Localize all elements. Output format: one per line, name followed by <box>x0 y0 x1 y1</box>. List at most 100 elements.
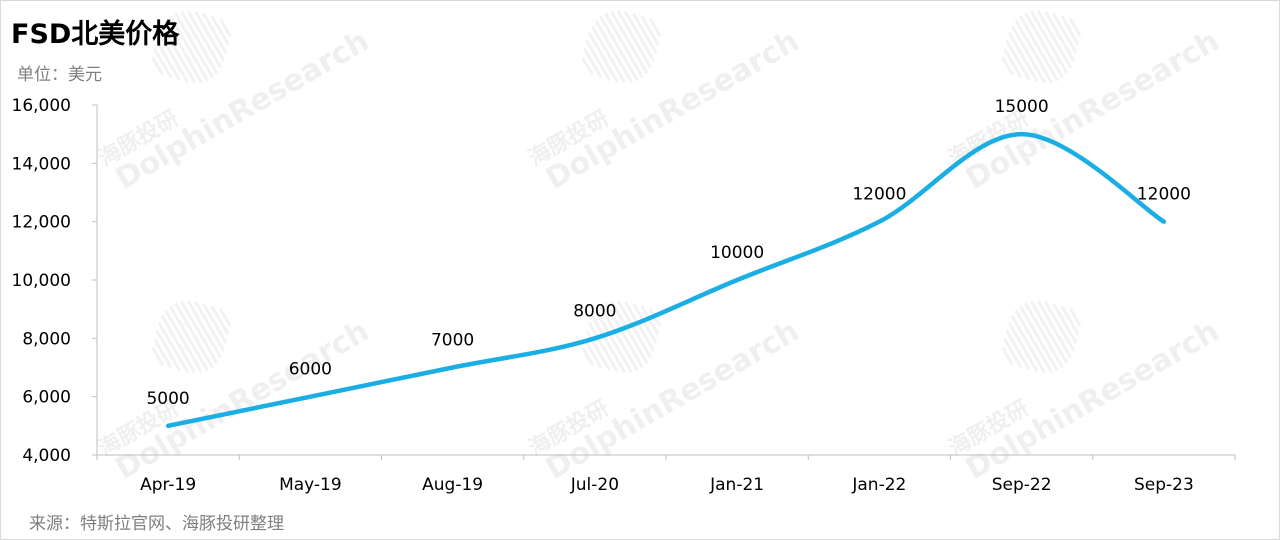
watermark-stroke <box>581 56 594 76</box>
watermark-stroke <box>210 15 230 46</box>
watermark-stroke <box>1010 25 1047 84</box>
data-labels: 5000 6000 7000 8000 10000 12000 15000 12000 <box>146 97 1190 409</box>
watermark-stroke <box>1030 10 1069 74</box>
watermark-text: DolphinResearch <box>540 314 805 487</box>
y-tick-label: 8,000 <box>22 329 71 349</box>
y-tick-label: 4,000 <box>22 446 71 466</box>
watermark-stroke <box>151 346 164 366</box>
y-tick-label: 6,000 <box>22 388 71 408</box>
watermark-stroke <box>581 346 594 366</box>
watermark-stroke <box>1018 305 1059 372</box>
watermark-stroke <box>1014 309 1053 373</box>
chart-title: FSD北美价格 <box>11 19 180 50</box>
watermark-stroke <box>583 48 603 79</box>
unit-label: 单位：美元 <box>17 65 102 85</box>
watermark-stroke <box>610 300 649 364</box>
x-tick-label: May-19 <box>279 475 342 495</box>
x-tick-label: Jan-21 <box>709 475 764 495</box>
watermark-stroke <box>1060 15 1080 46</box>
watermark-stroke <box>587 32 619 83</box>
data-label: 15000 <box>995 97 1049 117</box>
x-tick-label: Sep-23 <box>1134 475 1194 495</box>
watermark-stroke <box>624 11 656 62</box>
watermark-stroke <box>632 302 658 344</box>
watermark-stroke <box>155 329 181 371</box>
axes: 4,000 6,000 8,000 10,000 12,000 14,000 16,000 A… <box>12 96 1236 495</box>
watermark-stroke <box>174 302 214 369</box>
data-label: 8000 <box>573 301 616 321</box>
y-tick-label: 16,000 <box>12 96 71 116</box>
source-note: 来源：特斯拉官网、海豚投研整理 <box>29 514 284 534</box>
watermark-stroke <box>1052 302 1078 344</box>
watermark-stroke <box>624 301 656 352</box>
watermark-stroke <box>648 17 662 37</box>
watermark-stroke <box>640 305 660 336</box>
data-label: 6000 <box>289 360 332 380</box>
y-tick-label: 14,000 <box>12 154 71 174</box>
watermark-stroke <box>598 15 639 82</box>
watermark-stroke <box>616 300 653 359</box>
price-series-line <box>165 131 1167 429</box>
watermark-stroke <box>218 307 232 327</box>
watermark-stroke <box>180 10 219 74</box>
watermark-stroke <box>155 39 181 81</box>
watermark-text: DolphinResearch <box>110 24 375 197</box>
watermark-stroke <box>616 10 653 69</box>
data-label: 7000 <box>431 331 474 351</box>
watermark-stroke <box>157 32 189 83</box>
data-label: 5000 <box>146 389 189 409</box>
watermark-stroke <box>585 39 611 81</box>
watermark-stroke <box>164 309 203 373</box>
x-tick-label: Jan-22 <box>851 475 906 495</box>
watermark-text: DolphinResearch <box>540 24 805 197</box>
watermark-stroke <box>583 338 603 369</box>
watermark-stroke <box>186 300 223 359</box>
watermark-stroke <box>202 302 228 344</box>
x-tick-label: Sep-22 <box>992 475 1052 495</box>
watermark-stroke <box>594 19 633 83</box>
watermark-stroke <box>218 17 232 37</box>
series-layer <box>165 131 1167 429</box>
watermark-stroke <box>1060 305 1080 336</box>
watermark-stroke <box>1052 12 1078 54</box>
watermark-stroke <box>153 48 173 79</box>
watermark-stroke <box>598 305 639 372</box>
watermark-stroke <box>587 322 619 373</box>
watermark-stroke <box>1001 56 1014 76</box>
watermark-stroke <box>604 12 644 79</box>
watermark-stroke <box>610 10 649 74</box>
x-tick-label: Jul-20 <box>570 475 619 495</box>
watermark-stroke <box>604 302 644 369</box>
watermark-stroke <box>1010 315 1047 374</box>
watermark-stroke <box>1044 11 1076 62</box>
watermark-stroke <box>640 15 660 46</box>
watermark-stroke <box>1001 346 1014 366</box>
watermark-stroke <box>210 305 230 336</box>
watermark-stroke <box>594 309 633 373</box>
watermark-stroke <box>157 322 189 373</box>
watermark-stroke <box>168 305 209 372</box>
watermark-stroke <box>1003 48 1023 79</box>
watermark-stroke <box>151 56 164 76</box>
watermark-stroke <box>1014 19 1053 83</box>
watermark-stroke <box>180 300 219 364</box>
watermark-stroke <box>1018 15 1059 82</box>
watermark-stroke <box>168 15 209 82</box>
watermark-stroke <box>160 315 197 374</box>
watermark-stroke <box>1005 39 1031 81</box>
watermark-stroke <box>590 315 627 374</box>
watermark-stroke <box>1007 32 1039 83</box>
data-label: 12000 <box>1137 185 1191 205</box>
watermark-stroke <box>1024 302 1064 369</box>
watermark-stroke <box>186 10 223 69</box>
watermark-stroke <box>590 25 627 84</box>
x-tick-label: Aug-19 <box>422 475 483 495</box>
watermark-stroke <box>1068 17 1082 37</box>
watermark-stroke <box>202 12 228 54</box>
